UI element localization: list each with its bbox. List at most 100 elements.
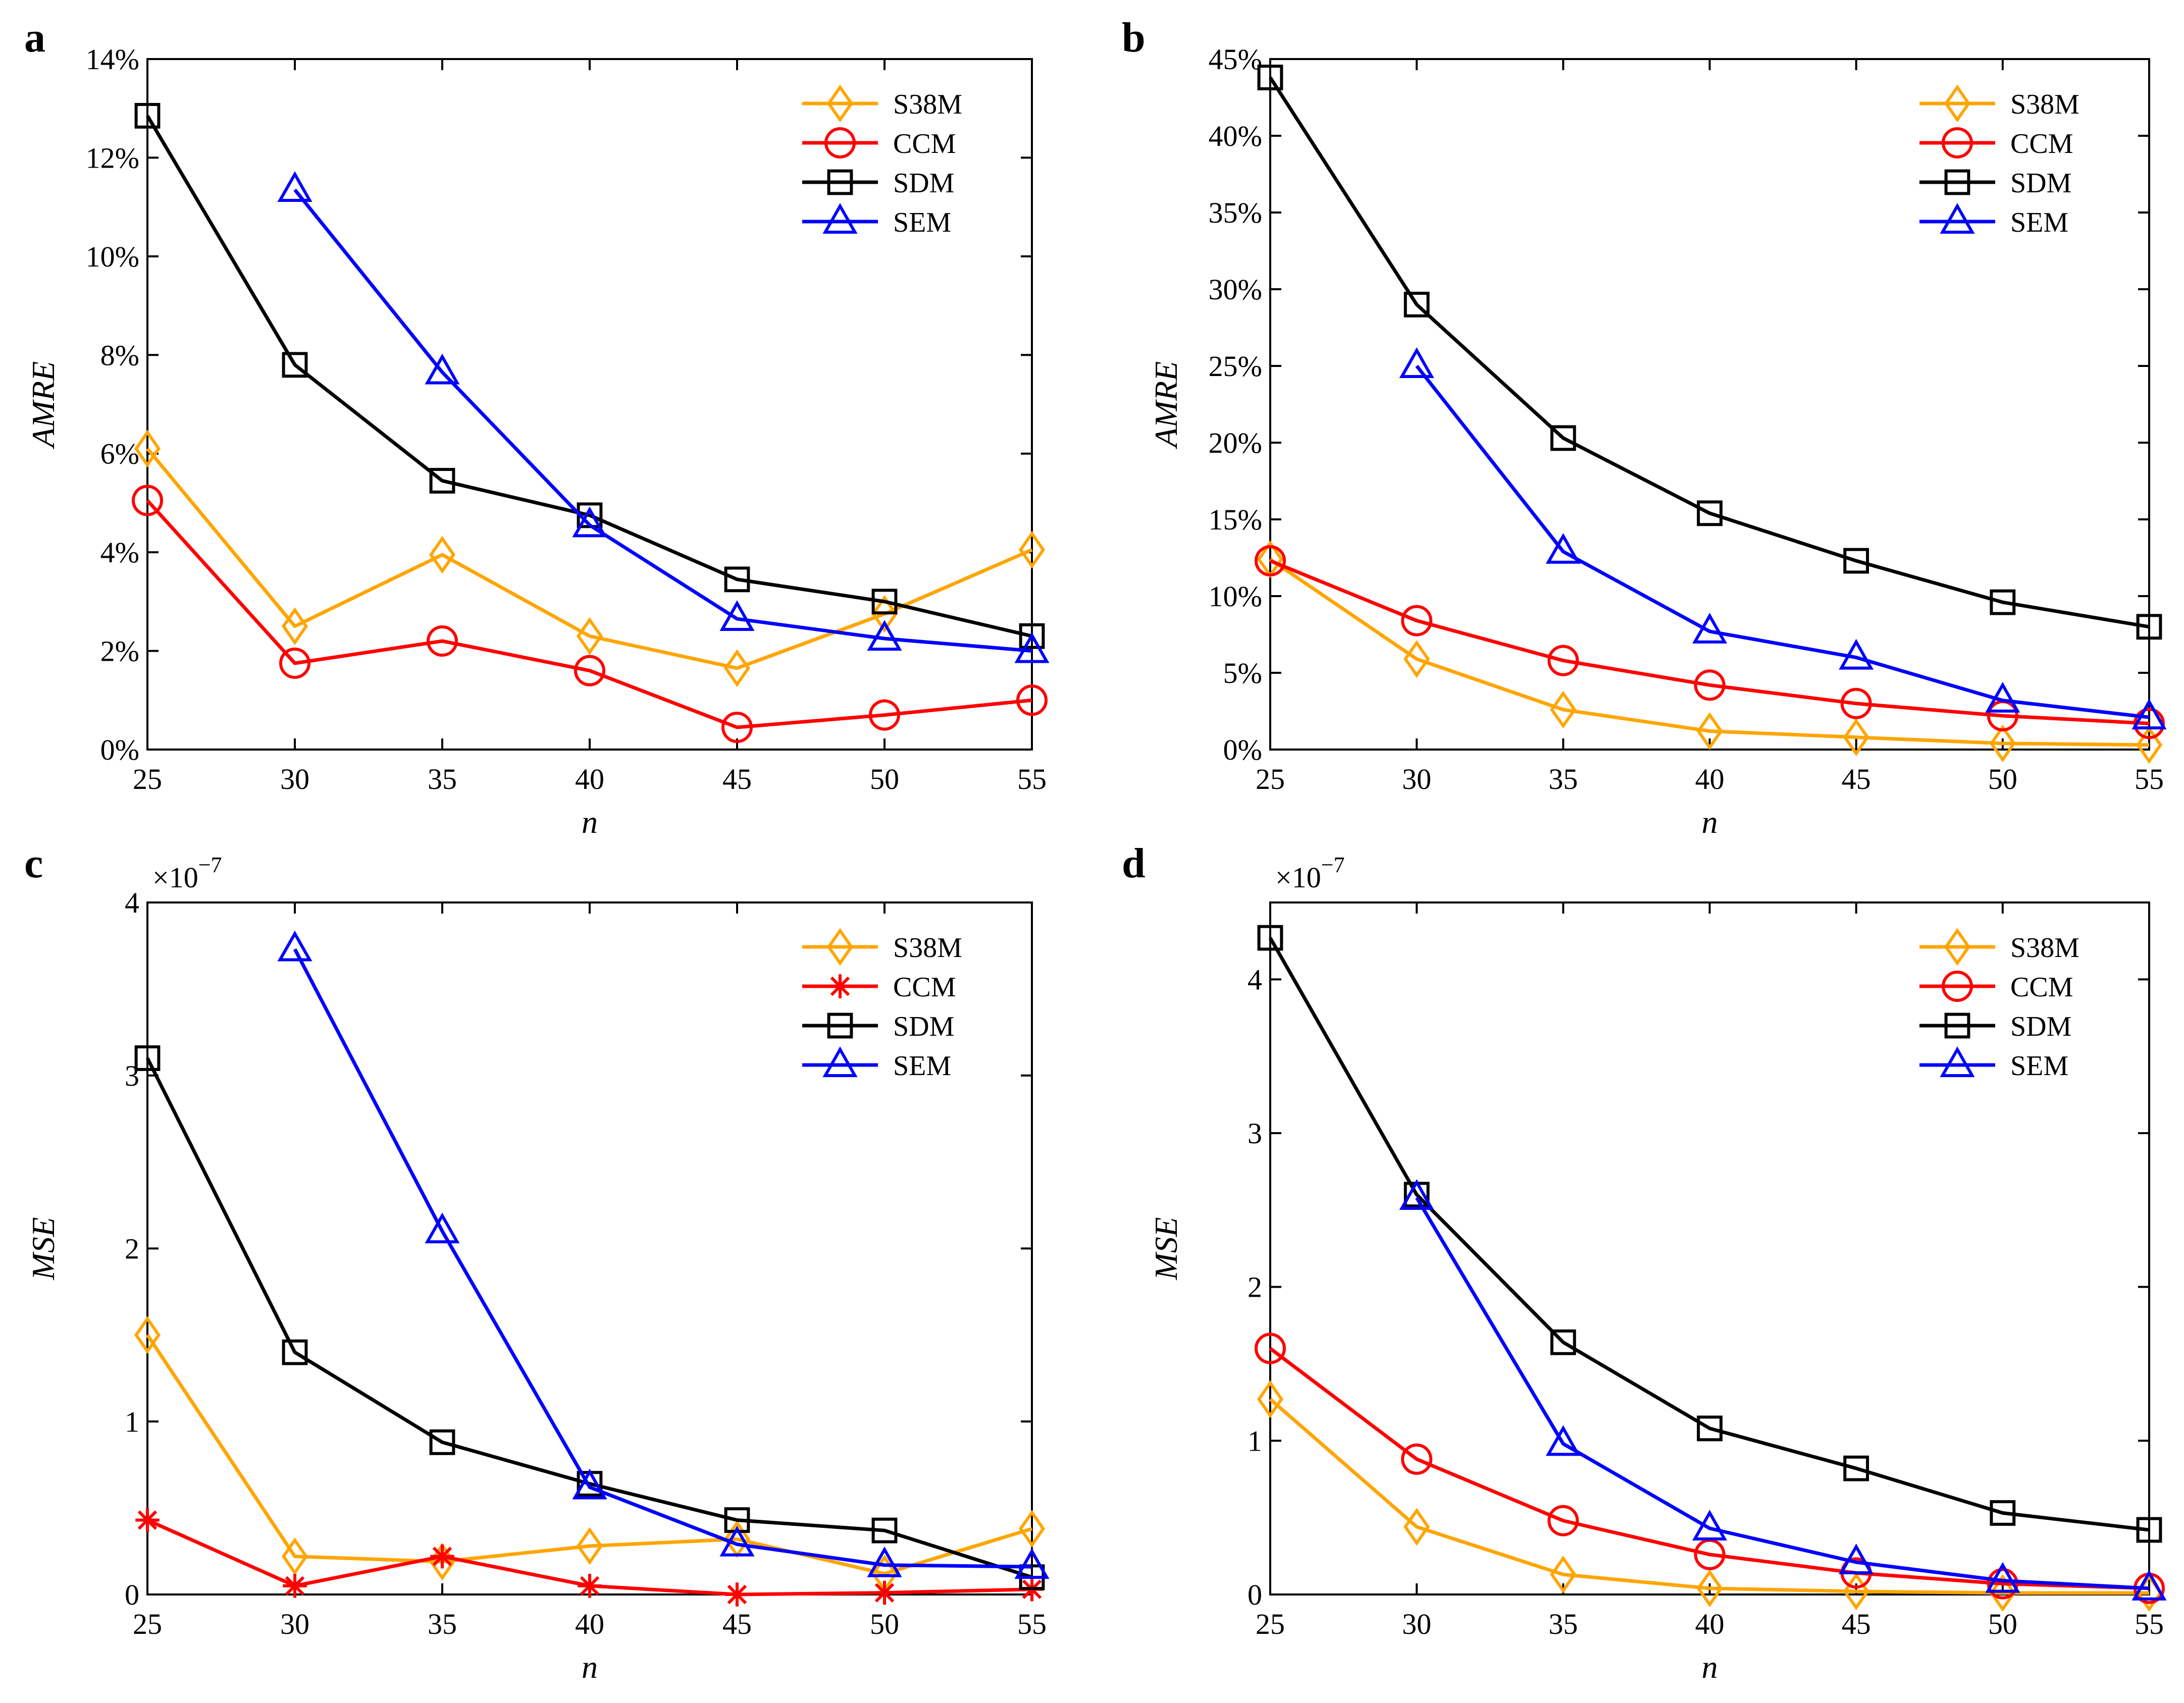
data-point — [1257, 925, 1283, 951]
data-point — [134, 1316, 161, 1354]
exponent-power: −7 — [1321, 853, 1345, 877]
data-point — [1018, 1510, 1046, 1548]
y-tick-label: 35% — [1209, 196, 1262, 229]
legend-marker — [827, 169, 853, 195]
data-point — [277, 930, 313, 962]
data-point — [576, 617, 603, 655]
x-tick-label: 30 — [1402, 763, 1431, 795]
x-axis: 25 30 35 40 45 50 55 — [1256, 902, 2164, 1640]
data-point — [1016, 684, 1048, 716]
data-point — [429, 536, 456, 574]
asterisk-stroke — [285, 1576, 305, 1596]
data-point — [724, 566, 750, 593]
data-point — [2136, 1517, 2162, 1543]
exponent-base: ×10 — [1275, 861, 1321, 894]
data-point — [1696, 1569, 1723, 1608]
x-tick-label: 40 — [575, 763, 604, 795]
data-point — [1399, 1179, 1434, 1210]
series-line — [293, 188, 1032, 653]
x-tick-label: 30 — [280, 1608, 309, 1640]
series-line — [1269, 558, 2150, 747]
asterisk-stroke — [727, 1584, 747, 1605]
data-point — [134, 430, 161, 468]
data-point — [425, 1212, 460, 1244]
legend-marker — [1942, 971, 1973, 1002]
data-point — [869, 699, 900, 731]
x-tick-label: 55 — [1017, 1608, 1047, 1640]
y-axis-label: MSE — [1148, 1217, 1184, 1280]
y-tick-label: 6% — [100, 438, 139, 470]
legend-item-sdm: SDM — [802, 1011, 954, 1042]
legend-label: CCM — [893, 128, 956, 159]
data-point — [1550, 1555, 1577, 1593]
data-point — [872, 1580, 897, 1605]
data-point — [2136, 726, 2163, 764]
data-point — [719, 600, 755, 631]
legend-label: SDM — [2010, 168, 2071, 199]
legend-label: SEM — [893, 207, 951, 238]
data-point — [1255, 1333, 1286, 1364]
y-tick-label: 2% — [100, 635, 139, 668]
legend-marker — [1944, 169, 1970, 195]
series-line — [1269, 1347, 2150, 1590]
series-ccm — [132, 485, 1048, 743]
legend-label: S38M — [893, 932, 962, 964]
x-tick-label: 45 — [722, 763, 752, 795]
x-tick-label: 25 — [133, 1608, 162, 1640]
data-point — [1403, 640, 1430, 678]
data-point — [1403, 1508, 1430, 1546]
asterisk-stroke — [432, 1547, 452, 1566]
data-point — [1692, 1510, 1728, 1540]
data-point — [1014, 1548, 1050, 1579]
series-s38m — [1257, 540, 2163, 764]
data-point — [1018, 530, 1046, 569]
data-point — [721, 712, 753, 743]
series-s38m — [134, 1316, 1046, 1593]
series-s38m — [134, 430, 1046, 687]
data-point — [1697, 1415, 1723, 1442]
data-point — [1985, 1562, 2020, 1593]
chart-panel-d: d25 30 35 40 45 50 5501234×10−7nMSES38MCCMSDMS… — [1122, 840, 2167, 1685]
data-point — [281, 607, 308, 646]
x-tick-label: 25 — [133, 763, 162, 795]
legend-item-sem: SEM — [1919, 1046, 2068, 1082]
data-point — [277, 171, 313, 202]
y-tick-label: 10% — [1209, 580, 1262, 613]
y-axis-label: AMRE — [1148, 361, 1184, 450]
exponent-label: ×10−7 — [1275, 853, 1345, 894]
legend-item-sem: SEM — [802, 203, 951, 238]
y-axis: 0% 2% 4% 6% 8% 10% 12% 14% — [86, 43, 1032, 766]
data-point — [425, 353, 460, 385]
x-tick-label: 40 — [1695, 1608, 1725, 1640]
legend-label: SEM — [2010, 1050, 2068, 1082]
data-point — [1014, 632, 1050, 663]
data-point — [1399, 347, 1434, 378]
y-tick-label: 20% — [1209, 427, 1262, 459]
legend-label: S38M — [2010, 932, 2079, 964]
y-tick-label: 14% — [86, 43, 139, 76]
legend-item-s38m: S38M — [1919, 928, 2079, 966]
x-tick-label: 45 — [1842, 763, 1871, 795]
data-point — [2131, 1569, 2167, 1601]
data-point — [1550, 1329, 1576, 1355]
y-tick-label: 15% — [1209, 503, 1262, 536]
exponent-base: ×10 — [152, 861, 198, 894]
series-line — [145, 115, 1032, 638]
data-point — [1839, 638, 1874, 670]
data-point — [281, 1537, 308, 1576]
data-point — [723, 649, 751, 687]
data-point — [1547, 645, 1579, 676]
series-sem — [1399, 347, 2167, 730]
data-point — [725, 1582, 749, 1607]
legend-marker — [824, 127, 856, 158]
y-tick-label: 8% — [100, 339, 139, 371]
legend-item-s38m: S38M — [802, 84, 962, 123]
y-tick-label: 4% — [100, 536, 139, 569]
x-axis-label: n — [582, 1649, 598, 1685]
data-point — [2131, 699, 2167, 730]
y-tick-label: 40% — [1209, 120, 1262, 152]
data-point — [867, 1546, 902, 1577]
x-axis-label: n — [1702, 804, 1718, 840]
legend: S38M CCM SDM SEM — [802, 84, 962, 238]
